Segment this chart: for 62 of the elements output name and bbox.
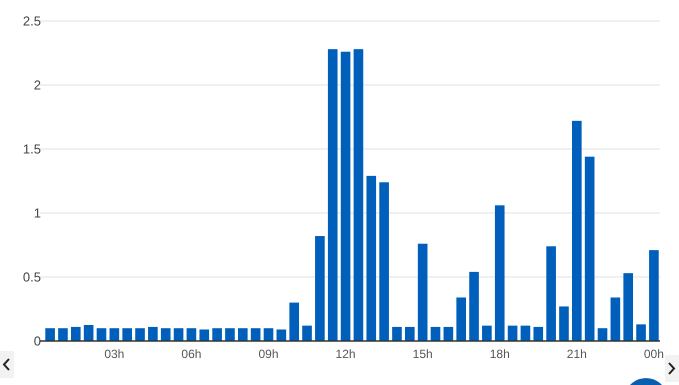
bar — [340, 52, 350, 341]
bar — [84, 325, 94, 341]
bar — [482, 326, 492, 341]
bar — [456, 297, 466, 341]
x-tick-label: 06h — [181, 347, 202, 361]
bar — [623, 273, 634, 341]
bar — [508, 326, 518, 341]
bar — [122, 328, 132, 341]
bar — [238, 328, 248, 341]
bar — [379, 182, 389, 341]
bar — [160, 328, 171, 341]
bar — [135, 328, 145, 341]
bar — [45, 328, 55, 341]
bar — [148, 326, 158, 341]
y-tick-label: 0 — [34, 334, 41, 349]
y-tick-label: 1 — [34, 206, 41, 221]
bar — [636, 324, 646, 341]
bar — [174, 328, 184, 341]
x-tick-label: 09h — [258, 347, 279, 361]
bar — [315, 236, 325, 341]
bar — [276, 329, 286, 341]
bar — [96, 328, 106, 341]
x-tick-label: 21h — [566, 347, 587, 361]
bar — [610, 297, 620, 341]
bar — [559, 306, 569, 341]
x-tick-label: 18h — [490, 347, 510, 361]
bar — [212, 328, 222, 341]
bar — [302, 326, 312, 341]
x-tick-label: 00h — [644, 347, 664, 361]
y-tick-label: 2 — [34, 78, 41, 93]
bar — [584, 156, 594, 341]
bar — [392, 326, 402, 341]
y-tick-label: 1.5 — [22, 142, 41, 157]
bar — [199, 329, 210, 341]
bar — [110, 328, 120, 341]
y-tick-label: 0.5 — [22, 270, 41, 285]
y-tick-label: 2.5 — [22, 14, 41, 29]
bar — [58, 328, 68, 341]
bar — [572, 120, 582, 341]
bar — [546, 246, 556, 341]
bar — [366, 176, 376, 341]
bar — [289, 302, 300, 341]
bar — [264, 328, 274, 341]
bar — [469, 272, 479, 341]
bar — [354, 49, 364, 341]
bar — [494, 205, 505, 341]
x-tick-label: 15h — [412, 347, 433, 361]
x-tick-label: 12h — [336, 347, 356, 361]
bar — [533, 326, 544, 341]
bar — [444, 326, 454, 341]
bar — [186, 328, 196, 341]
x-tick-label: 03h — [104, 347, 124, 361]
bar — [250, 328, 260, 341]
bar — [418, 244, 428, 341]
bar — [328, 49, 338, 341]
bar — [649, 250, 659, 341]
bar — [520, 326, 530, 341]
bar — [70, 326, 81, 341]
bar — [225, 328, 235, 341]
bar — [430, 326, 440, 341]
bar — [404, 326, 415, 341]
bar — [598, 328, 608, 341]
